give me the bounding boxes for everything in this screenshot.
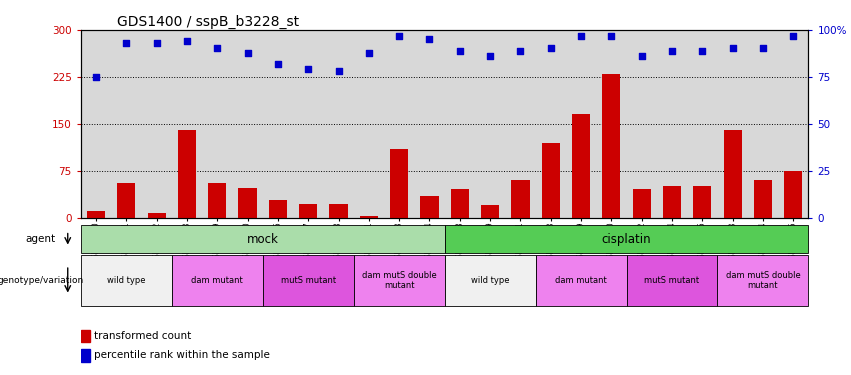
Bar	[81, 255, 172, 306]
Bar	[603, 74, 620, 217]
Bar	[632, 189, 651, 217]
Point	[180, 38, 194, 44]
Bar	[723, 130, 742, 218]
Bar	[390, 149, 408, 217]
Point	[483, 53, 497, 59]
Text: dam mutant: dam mutant	[555, 276, 607, 285]
Bar	[81, 350, 89, 361]
Bar	[694, 186, 711, 218]
Text: transformed count: transformed count	[94, 331, 191, 341]
Point	[757, 45, 770, 51]
Point	[514, 48, 528, 54]
Bar	[444, 225, 808, 253]
Point	[423, 36, 437, 42]
Bar	[784, 171, 802, 217]
Point	[544, 45, 557, 51]
Bar	[117, 183, 135, 218]
Point	[89, 74, 103, 80]
Bar	[87, 211, 105, 217]
Point	[574, 33, 588, 39]
Text: wild type: wild type	[471, 276, 510, 285]
Text: percentile rank within the sample: percentile rank within the sample	[94, 350, 270, 360]
Bar	[754, 180, 772, 218]
Bar	[147, 213, 166, 217]
Point	[635, 53, 648, 59]
Text: agent: agent	[26, 234, 56, 244]
Bar	[444, 255, 535, 306]
Text: wild type: wild type	[107, 276, 146, 285]
Point	[119, 39, 133, 45]
Bar	[81, 330, 89, 342]
Bar	[663, 186, 681, 218]
Bar	[535, 255, 626, 306]
Bar	[541, 142, 560, 218]
Bar	[481, 205, 500, 218]
Point	[726, 45, 740, 51]
Point	[150, 39, 163, 45]
Point	[271, 62, 285, 68]
Text: dam mutant: dam mutant	[191, 276, 243, 285]
Point	[604, 33, 618, 39]
Bar	[420, 196, 438, 217]
Bar	[451, 189, 469, 217]
Text: GDS1400 / sspB_b3228_st: GDS1400 / sspB_b3228_st	[117, 15, 300, 29]
Text: genotype/variation: genotype/variation	[0, 276, 84, 285]
Bar	[263, 255, 354, 306]
Bar	[269, 200, 287, 217]
Point	[301, 66, 315, 72]
Point	[332, 68, 346, 74]
Bar	[238, 188, 257, 218]
Text: cisplatin: cisplatin	[602, 232, 651, 246]
Bar	[626, 255, 717, 306]
Bar	[299, 204, 317, 218]
Bar	[81, 225, 444, 253]
Point	[392, 33, 406, 39]
Bar	[172, 255, 263, 306]
Bar	[329, 204, 347, 218]
Point	[786, 33, 800, 39]
Point	[695, 48, 709, 54]
Text: mock: mock	[247, 232, 278, 246]
Bar	[717, 255, 808, 306]
Bar	[178, 130, 196, 218]
Bar	[360, 216, 378, 217]
Bar	[511, 180, 529, 218]
Bar	[572, 114, 590, 218]
Bar	[208, 183, 226, 218]
Text: dam mutS double
mutant: dam mutS double mutant	[362, 271, 437, 290]
Point	[210, 45, 224, 51]
Text: dam mutS double
mutant: dam mutS double mutant	[726, 271, 800, 290]
Text: mutS mutant: mutS mutant	[644, 276, 700, 285]
Point	[453, 48, 466, 54]
Bar	[354, 255, 444, 306]
Text: mutS mutant: mutS mutant	[281, 276, 336, 285]
Point	[665, 48, 679, 54]
Point	[362, 50, 375, 56]
Point	[241, 50, 254, 56]
